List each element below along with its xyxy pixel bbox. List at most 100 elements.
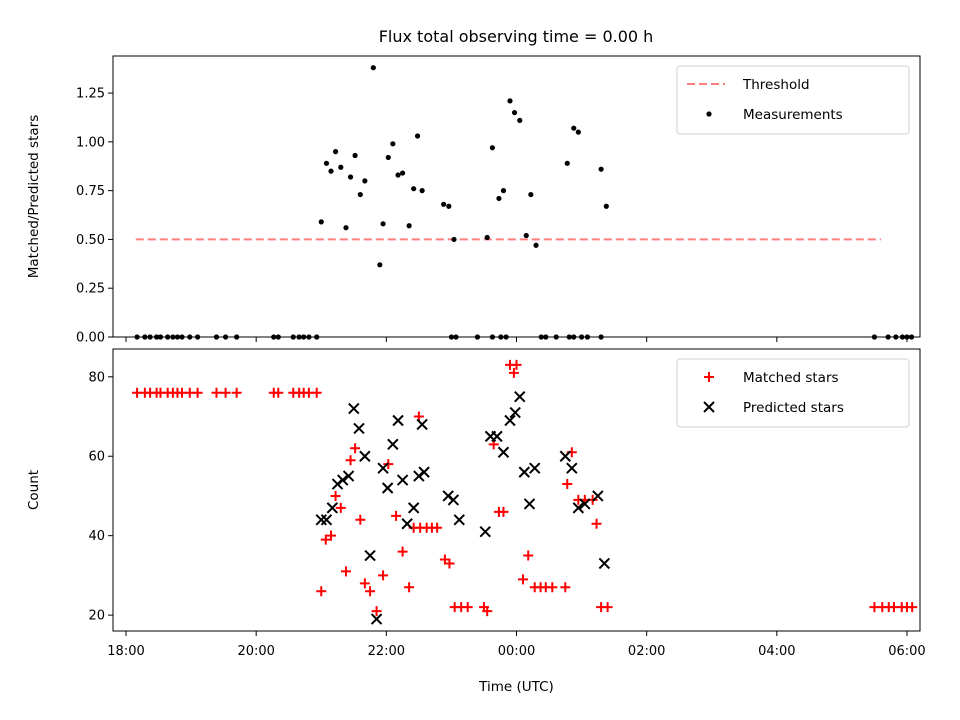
data-point bbox=[575, 129, 581, 135]
data-point bbox=[404, 582, 415, 593]
data-point bbox=[326, 502, 339, 514]
data-point bbox=[370, 65, 376, 71]
data-point bbox=[904, 334, 910, 340]
data-point bbox=[357, 191, 363, 198]
series-matched-stars bbox=[132, 359, 918, 617]
y-tick-label: 0.25 bbox=[76, 282, 105, 297]
data-point bbox=[560, 582, 571, 593]
data-point bbox=[523, 550, 534, 561]
x-tick-label: 20:00 bbox=[237, 644, 274, 659]
data-point bbox=[234, 334, 240, 340]
data-point bbox=[195, 334, 201, 340]
data-point bbox=[275, 334, 281, 340]
legend: Matched stars Predicted stars bbox=[676, 358, 910, 428]
data-point bbox=[348, 402, 360, 415]
legend-swatch bbox=[703, 401, 715, 413]
data-point bbox=[518, 574, 529, 585]
data-point bbox=[528, 191, 534, 198]
data-point bbox=[328, 168, 334, 174]
data-point bbox=[365, 586, 376, 597]
data-point bbox=[514, 390, 526, 403]
data-point bbox=[579, 498, 591, 510]
data-point bbox=[323, 160, 330, 166]
data-point bbox=[503, 334, 509, 340]
data-point bbox=[290, 334, 296, 340]
data-point bbox=[326, 530, 337, 541]
data-point bbox=[578, 334, 585, 340]
y-tick-label: 1.00 bbox=[76, 135, 105, 150]
data-point bbox=[192, 387, 203, 398]
data-point bbox=[273, 387, 284, 398]
data-point bbox=[444, 558, 455, 569]
x-axis-label: Time (UTC) bbox=[478, 679, 554, 695]
data-point bbox=[364, 549, 376, 562]
data-point bbox=[338, 164, 344, 170]
data-point bbox=[306, 334, 312, 340]
data-point bbox=[411, 186, 417, 192]
data-point bbox=[318, 219, 324, 225]
data-point bbox=[907, 602, 918, 613]
data-point bbox=[362, 178, 368, 184]
data-point bbox=[908, 334, 915, 340]
data-point bbox=[359, 578, 370, 589]
data-point bbox=[316, 586, 327, 597]
data-point bbox=[407, 502, 420, 514]
data-point bbox=[474, 334, 481, 340]
data-point bbox=[511, 109, 518, 116]
data-point bbox=[347, 174, 354, 180]
x-tick-label: 22:00 bbox=[368, 644, 405, 659]
data-point bbox=[418, 466, 430, 478]
legend-box bbox=[676, 358, 910, 428]
data-point bbox=[496, 195, 502, 202]
data-point bbox=[187, 334, 193, 340]
data-point bbox=[301, 334, 307, 340]
data-point bbox=[345, 455, 356, 466]
data-point bbox=[592, 490, 604, 502]
data-point bbox=[385, 154, 391, 161]
data-point bbox=[538, 334, 544, 340]
chart-panel-1: 0.00 0.25 0.50 0.75 1.00 1.25 Matched/Predicte… bbox=[26, 55, 921, 346]
data-point bbox=[142, 334, 148, 340]
data-point bbox=[533, 242, 539, 248]
data-point bbox=[482, 606, 493, 617]
data-point bbox=[441, 201, 447, 207]
x-tick-label: 06:00 bbox=[888, 644, 925, 659]
data-point bbox=[320, 514, 333, 526]
data-point bbox=[498, 506, 509, 517]
data-point bbox=[213, 334, 220, 340]
data-point bbox=[517, 117, 523, 123]
data-point bbox=[899, 334, 906, 340]
data-point bbox=[871, 334, 878, 340]
data-point bbox=[396, 474, 409, 486]
y-tick-label: 20 bbox=[88, 609, 105, 624]
data-point bbox=[584, 334, 591, 340]
data-point bbox=[432, 522, 443, 533]
data-point bbox=[342, 470, 355, 482]
data-point bbox=[553, 334, 559, 340]
data-point bbox=[446, 203, 452, 209]
data-point bbox=[591, 518, 602, 529]
x-tick-label: 00:00 bbox=[498, 644, 535, 659]
data-point bbox=[598, 334, 604, 340]
data-point bbox=[170, 334, 176, 340]
y-tick-label: 0.50 bbox=[76, 233, 105, 248]
data-point bbox=[547, 582, 558, 593]
data-point bbox=[566, 334, 572, 340]
data-point bbox=[448, 334, 455, 340]
data-point bbox=[359, 450, 371, 462]
data-point bbox=[147, 334, 153, 340]
data-point bbox=[491, 430, 503, 443]
chart-title: Flux total observing time = 0.00 h bbox=[379, 27, 654, 46]
legend-label: Predicted stars bbox=[743, 400, 844, 416]
legend-label: Matched stars bbox=[743, 370, 839, 386]
legend-label: Measurements bbox=[743, 107, 843, 123]
data-point bbox=[571, 334, 577, 340]
x-tick-label: 18:00 bbox=[107, 644, 144, 659]
legend-label: Threshold bbox=[742, 77, 810, 93]
data-point bbox=[231, 387, 242, 398]
data-point bbox=[529, 462, 541, 474]
y-axis-label: Matched/Predicted stars bbox=[26, 115, 42, 278]
data-point bbox=[500, 188, 507, 194]
data-point bbox=[462, 602, 473, 613]
data-point bbox=[401, 518, 413, 530]
